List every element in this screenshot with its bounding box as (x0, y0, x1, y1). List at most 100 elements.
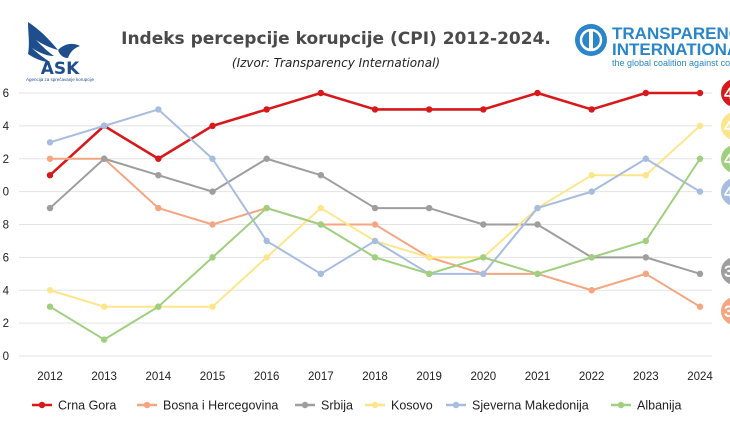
data-point (100, 122, 108, 130)
data-point (46, 303, 54, 310)
legend-label: Kosovo (391, 399, 433, 413)
data-point (46, 171, 54, 179)
end-badge-label: 4 (724, 117, 730, 136)
data-point (155, 204, 162, 212)
x-tick-label: 2024 (687, 371, 713, 383)
data-point (588, 171, 595, 179)
data-point (642, 89, 650, 97)
legend-label: Bosna i Hercegovina (163, 399, 278, 413)
data-point (209, 188, 216, 195)
data-point (642, 237, 650, 245)
data-point (588, 188, 595, 195)
series-line (50, 157, 701, 308)
end-badge-circle (719, 77, 730, 109)
y-tick-label: 2 (3, 318, 9, 330)
y-tick-label: 6 (3, 88, 9, 100)
x-tick-label: 2015 (200, 371, 226, 383)
legend-label: Sjeverna Makedonija (472, 399, 589, 413)
data-point (100, 303, 108, 310)
x-tick-label: 2019 (416, 371, 442, 383)
end-badge-label: 4 (724, 183, 730, 202)
data-point (155, 171, 162, 179)
y-tick-label: 6 (3, 252, 9, 264)
data-point (100, 155, 108, 162)
ask-logo: ASK Agencija za sprečavanje korupcije (26, 22, 95, 82)
data-point (155, 155, 162, 162)
end-badges: 4 3 3 4 4 4 (719, 77, 730, 327)
data-point (46, 139, 54, 146)
data-point (46, 287, 54, 294)
legend-item: Crna Gora (32, 399, 116, 413)
data-point (209, 254, 216, 261)
legend-swatch-dot (452, 401, 460, 409)
data-point (588, 106, 595, 113)
data-point (371, 204, 379, 212)
end-badge-circle (719, 295, 730, 327)
legend-item: Albanija (611, 399, 682, 413)
x-tick-label: 2014 (146, 371, 172, 383)
legend-label: Albanija (637, 399, 682, 413)
data-point (588, 287, 595, 294)
ask-logo-tagline: Agencija za sprečavanje korupcije (26, 77, 95, 82)
x-tick-label: 2018 (362, 371, 388, 383)
y-tick-label: 4 (3, 285, 10, 297)
data-point (696, 89, 704, 97)
series-line (49, 91, 700, 177)
data-point (263, 204, 270, 212)
data-point (480, 270, 487, 278)
data-point (480, 254, 487, 261)
legend-swatch-dot (38, 401, 46, 409)
data-point (696, 155, 704, 162)
data-point (534, 221, 541, 228)
data-point (534, 204, 541, 212)
data-point (534, 89, 541, 97)
end-badge-circle (719, 110, 730, 142)
data-point (209, 155, 216, 162)
y-tick-label: 0 (3, 187, 9, 199)
chart-subtitle: (Izvor: Transparency International) (232, 56, 440, 70)
data-point (425, 270, 433, 278)
data-point (317, 221, 325, 228)
x-tick-label: 2016 (254, 371, 280, 383)
y-axis-ticks: 6 4 2 0 8 6 4 2 0 (3, 88, 10, 363)
ti-logo: TRANSPARENCY INTERNATIONAL the global co… (575, 24, 730, 68)
ti-logo-tagline: the global coalition against corruption (612, 58, 730, 68)
legend-item: Sjeverna Makedonija (446, 399, 589, 413)
y-tick-label: 0 (3, 351, 9, 363)
end-badge-label: 3 (724, 302, 730, 321)
series (46, 89, 704, 343)
data-point (588, 254, 595, 261)
data-point (371, 254, 379, 261)
data-point (480, 221, 487, 228)
x-tick-label: 2013 (91, 371, 117, 383)
x-tick-label: 2012 (37, 371, 63, 383)
eagle-wing-icon (28, 22, 58, 62)
legend-item: Srbija (295, 399, 353, 413)
legend-label: Srbija (321, 399, 353, 413)
data-point (642, 254, 650, 261)
legend-item: Bosna i Hercegovina (137, 399, 278, 413)
data-point (534, 270, 541, 278)
y-tick-label: 2 (3, 154, 9, 166)
series-crna-gora (46, 89, 704, 179)
grid (19, 92, 712, 357)
y-tick-label: 4 (3, 121, 10, 133)
series-bosna-i-hercegovina (46, 155, 704, 310)
legend-swatch-dot (143, 401, 151, 409)
data-point (317, 204, 325, 212)
ti-logo-line2: INTERNATIONAL (612, 40, 730, 59)
end-badge-circle (719, 143, 730, 175)
end-badge-label: 4 (724, 84, 730, 103)
legend-swatch-dot (301, 401, 309, 409)
data-point (696, 122, 704, 130)
data-point (371, 106, 379, 113)
data-point (425, 254, 433, 261)
end-badge: 4 (719, 77, 730, 109)
data-point (263, 237, 270, 245)
data-point (480, 106, 487, 113)
end-badge-label: 4 (724, 150, 730, 169)
end-badge: 4 (719, 176, 730, 208)
data-point (209, 303, 216, 310)
legend-swatch-dot (371, 401, 379, 409)
